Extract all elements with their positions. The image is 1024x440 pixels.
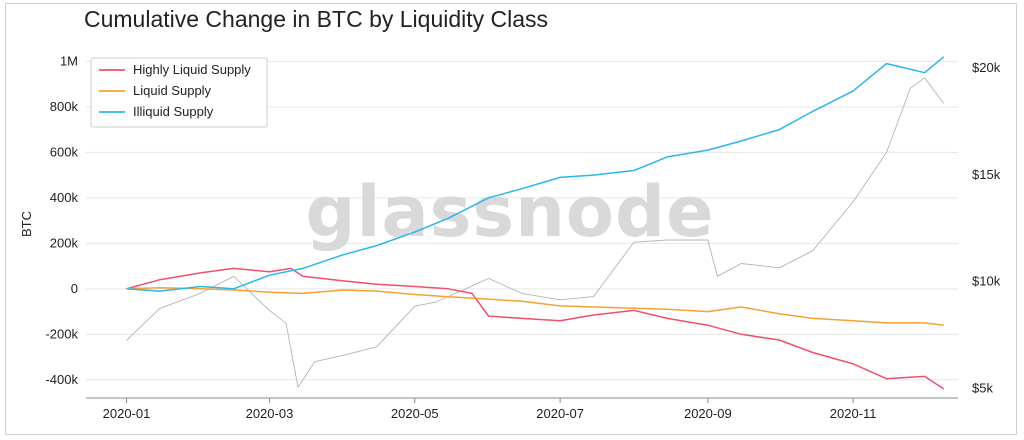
y-tick-label: -400k <box>45 372 78 387</box>
chart-title: Cumulative Change in BTC by Liquidity Cl… <box>84 6 549 32</box>
y-axis-label: BTC <box>19 211 34 237</box>
y2-tick-label: $10k <box>972 274 1001 289</box>
x-tick-label: 2020-07 <box>536 406 584 421</box>
y2-tick-label: $20k <box>972 60 1001 75</box>
y2-tick-label: $15k <box>972 167 1001 182</box>
x-tick-label: 2020-11 <box>830 406 877 421</box>
y-tick-label: 0 <box>71 281 78 296</box>
y-tick-label: 600k <box>50 144 79 159</box>
series-line-illiquid-supply <box>126 56 945 292</box>
series-layer <box>126 56 945 390</box>
axes: -400k -200k 0 200k 400k 600k 800k 1M $5k $10k $15k… <box>19 53 1001 421</box>
legend-box <box>90 57 268 128</box>
grid-lines <box>86 60 958 381</box>
chart-frame <box>5 3 1017 435</box>
y-tick-label: 200k <box>50 235 79 250</box>
legend: Highly Liquid Supply Liquid Supply Illiqui… <box>90 57 268 128</box>
series-line-liquid-supply <box>126 286 944 326</box>
legend-label: Highly Liquid Supply <box>133 62 251 77</box>
x-tick-label: 2020-03 <box>246 406 294 421</box>
price-line <box>126 77 945 388</box>
series-line-highly-liquid-supply <box>126 267 945 390</box>
y-tick-label: 1M <box>60 53 78 68</box>
y-tick-label: -200k <box>45 326 78 341</box>
x-tick-label: 2020-05 <box>391 406 439 421</box>
y-tick-label: 800k <box>50 99 79 114</box>
watermark: glassnode <box>305 171 714 253</box>
legend-label: Illiquid Supply <box>133 104 214 119</box>
x-tick-label: 2020-01 <box>103 406 151 421</box>
y2-tick-label: $5k <box>972 380 993 395</box>
x-tick-label: 2020-09 <box>684 406 732 421</box>
legend-label: Liquid Supply <box>133 83 212 98</box>
y-tick-label: 400k <box>50 190 79 205</box>
